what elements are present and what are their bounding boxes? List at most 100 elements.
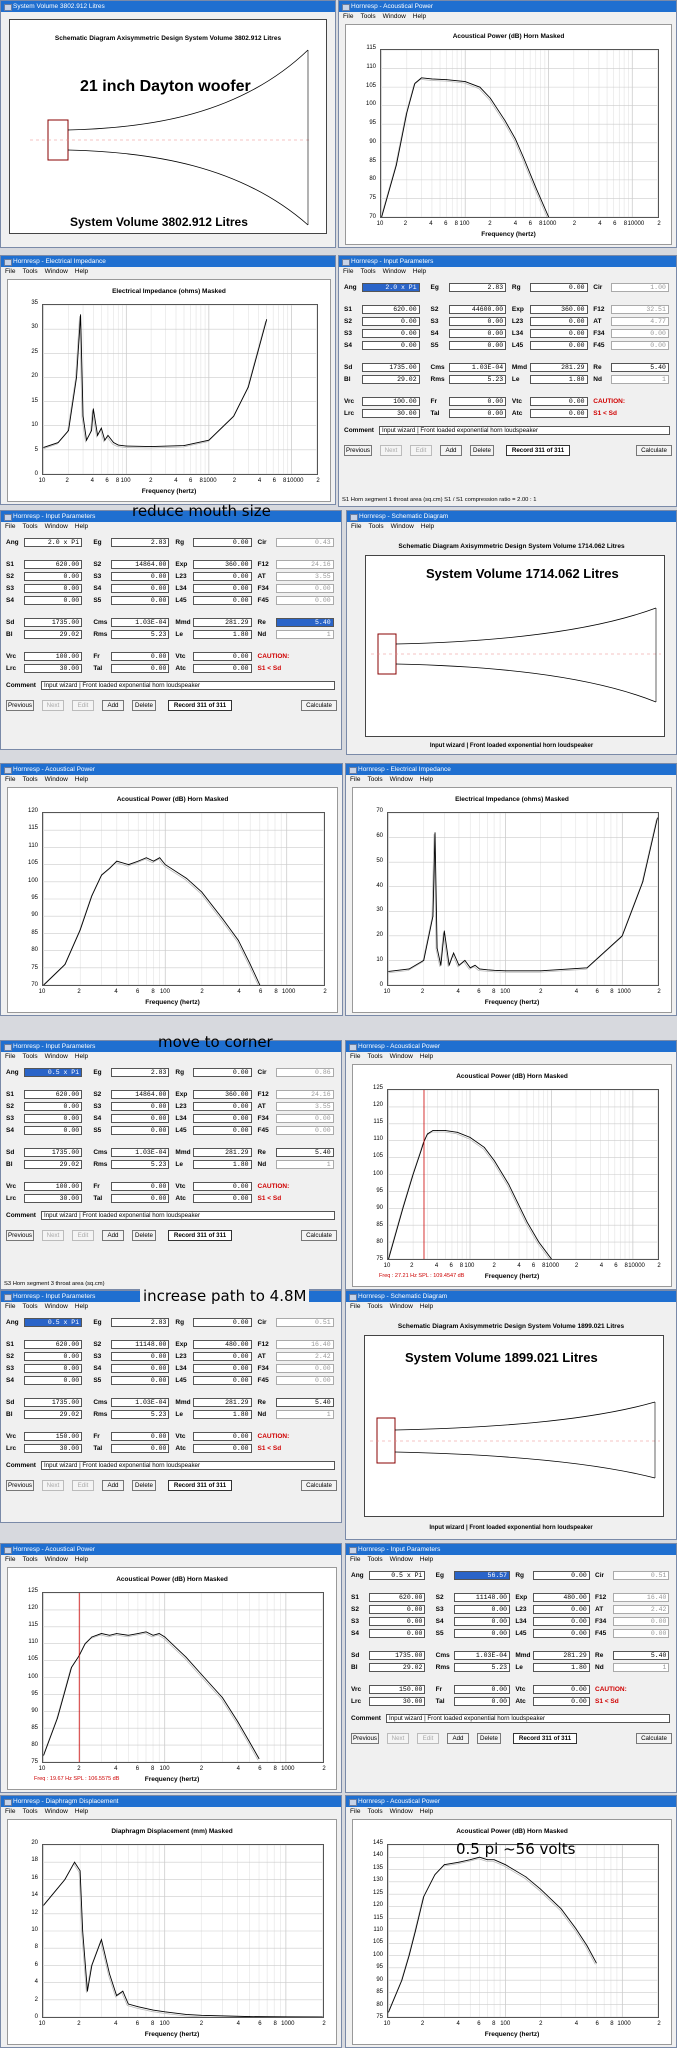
menu-tools[interactable]: Tools [22,1808,38,1815]
field-cms[interactable]: 1.03E-04 [111,618,170,627]
field-tal[interactable]: 0.00 [111,1444,170,1453]
next-button[interactable]: Next [42,1480,64,1491]
field-vtc[interactable]: 0.00 [193,652,252,661]
calculate-button[interactable]: Calculate [301,1230,337,1241]
field-s2b[interactable]: 0.00 [24,572,83,581]
menu-tools[interactable]: Tools [360,268,376,275]
menu-tools[interactable]: Tools [22,268,38,275]
field-atc[interactable]: 0.00 [193,1194,252,1203]
field-cir[interactable]: 0.51 [613,1571,670,1580]
menu-help[interactable]: Help [419,776,434,783]
delete-button[interactable]: Delete [132,700,156,711]
field-ang[interactable]: 2.0 x Pi [24,538,83,547]
menu-window[interactable]: Window [389,776,413,783]
menu-file[interactable]: File [5,1556,16,1563]
field-s4b[interactable]: 0.00 [24,1376,83,1385]
field-sd[interactable]: 1735.00 [24,1148,83,1157]
menu-help[interactable]: Help [419,1556,434,1563]
menu-window[interactable]: Window [382,268,406,275]
field-s4b[interactable]: 0.00 [24,596,83,605]
field-eg[interactable]: 2.83 [111,1318,170,1327]
field-eg[interactable]: 2.83 [448,283,507,292]
field-l23[interactable]: 0.00 [529,317,588,326]
field-at[interactable]: 3.55 [275,1102,334,1111]
menu-window[interactable]: Window [44,523,68,530]
edit-button[interactable]: Edit [410,445,432,456]
field-sd[interactable]: 1735.00 [24,618,83,627]
field-cir[interactable]: 1.00 [611,283,669,292]
edit-button[interactable]: Edit [417,1733,439,1744]
delete-button[interactable]: Delete [132,1480,156,1491]
menu-file[interactable]: File [343,268,354,275]
menu-file[interactable]: File [343,13,354,20]
field-lrc[interactable]: 30.00 [24,1194,83,1203]
field-l34[interactable]: 0.00 [193,1114,252,1123]
add-button[interactable]: Add [440,445,462,456]
menu-window[interactable]: Window [44,1808,68,1815]
field-s4b[interactable]: 0.00 [24,1126,83,1135]
menu-tools[interactable]: Tools [367,1303,383,1310]
field-s2[interactable]: 44600.00 [448,305,507,314]
field-bl[interactable]: 29.02 [24,630,83,639]
menu-help[interactable]: Help [74,1053,89,1060]
add-button[interactable]: Add [102,700,124,711]
field-vrc[interactable]: 100.00 [24,652,83,661]
field-s1[interactable]: 620.00 [369,1593,426,1602]
field-sd[interactable]: 1735.00 [362,363,420,372]
field-vrc[interactable]: 100.00 [24,1182,83,1191]
field-s3[interactable]: 0.00 [111,1352,170,1361]
menu-file[interactable]: File [350,1053,361,1060]
field-vrc[interactable]: 100.00 [362,397,420,406]
delete-button[interactable]: Delete [477,1733,501,1744]
field-s1[interactable]: 620.00 [24,560,83,569]
field-mmd[interactable]: 281.29 [193,1398,252,1407]
field-tal[interactable]: 0.00 [111,664,170,673]
menu-help[interactable]: Help [74,776,89,783]
field-f45[interactable]: 0.00 [275,1376,334,1385]
menu-help[interactable]: Help [412,13,427,20]
field-le[interactable]: 1.80 [529,375,588,384]
field-eg[interactable]: 2.83 [111,538,170,547]
field-rg[interactable]: 0.00 [529,283,588,292]
field-cir[interactable]: 0.86 [275,1068,334,1077]
field-vtc[interactable]: 0.00 [193,1432,252,1441]
calculate-button[interactable]: Calculate [636,1733,672,1744]
field-nd[interactable]: 1 [611,375,669,384]
field-f34[interactable]: 0.00 [611,329,669,338]
field-s4[interactable]: 0.00 [453,1617,511,1626]
menu-help[interactable]: Help [74,268,89,275]
field-vtc[interactable]: 0.00 [193,1182,252,1191]
menu-tools[interactable]: Tools [367,1053,383,1060]
field-f12[interactable]: 24.16 [275,560,334,569]
menu-window[interactable]: Window [44,1556,68,1563]
next-button[interactable]: Next [387,1733,409,1744]
field-l45[interactable]: 0.00 [529,341,588,350]
field-rms[interactable]: 5.23 [111,1410,170,1419]
previous-button[interactable]: Previous [344,445,372,456]
edit-button[interactable]: Edit [72,1480,94,1491]
field-rms[interactable]: 5.23 [111,1160,170,1169]
field-l34[interactable]: 0.00 [533,1617,590,1626]
field-s2[interactable]: 14864.00 [111,1090,170,1099]
menu-file[interactable]: File [351,523,362,530]
menu-help[interactable]: Help [74,1556,89,1563]
field-f45[interactable]: 0.00 [275,1126,334,1135]
previous-button[interactable]: Previous [6,700,34,711]
field-s3[interactable]: 0.00 [111,572,170,581]
field-s4[interactable]: 0.00 [111,1114,170,1123]
field-f45[interactable]: 0.00 [611,341,669,350]
field-s3b[interactable]: 0.00 [369,1617,426,1626]
field-at[interactable]: 3.55 [275,572,334,581]
edit-button[interactable]: Edit [72,700,94,711]
menu-tools[interactable]: Tools [367,776,383,783]
field-sd[interactable]: 1735.00 [24,1398,83,1407]
field-l23[interactable]: 0.00 [193,1102,252,1111]
field-eg[interactable]: 56.57 [453,1571,511,1580]
field-l34[interactable]: 0.00 [193,584,252,593]
field-rms[interactable]: 5.23 [448,375,507,384]
delete-button[interactable]: Delete [132,1230,156,1241]
field-bl[interactable]: 29.02 [369,1663,426,1672]
next-button[interactable]: Next [42,1230,64,1241]
field-s5[interactable]: 0.00 [448,341,507,350]
menu-file[interactable]: File [350,776,361,783]
